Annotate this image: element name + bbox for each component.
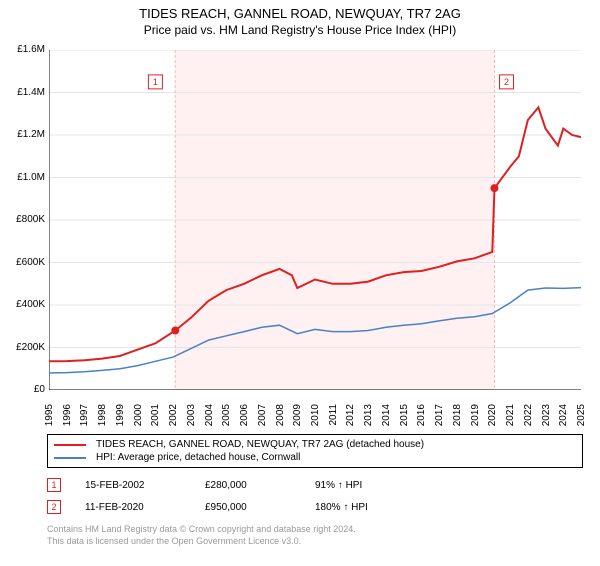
y-axis-tick-label: £1.4M: [1, 87, 45, 98]
y-axis-tick-label: £800K: [1, 214, 45, 225]
x-axis-tick-label: 2016: [416, 404, 427, 426]
x-axis-tick-label: 2022: [523, 404, 534, 426]
transaction-date: 15-FEB-2002: [85, 480, 205, 491]
x-axis-tick-label: 2021: [505, 404, 516, 426]
x-axis-tick-label: 2014: [381, 404, 392, 426]
chart-title: TIDES REACH, GANNEL ROAD, NEWQUAY, TR7 2…: [0, 6, 600, 21]
x-axis-tick-label: 2018: [452, 404, 463, 426]
x-axis-tick-label: 1995: [44, 404, 55, 426]
transaction-pct: 180% ↑ HPI: [315, 502, 475, 513]
x-axis-tick-label: 2008: [275, 404, 286, 426]
transaction-date: 11-FEB-2020: [85, 502, 205, 513]
y-axis-tick-label: £400K: [1, 299, 45, 310]
footer-attribution: Contains HM Land Registry data © Crown c…: [47, 524, 583, 547]
x-axis-tick-label: 2020: [487, 404, 498, 426]
x-axis-tick-label: 1998: [97, 404, 108, 426]
x-axis-tick-label: 2009: [292, 404, 303, 426]
x-axis-tick-label: 2024: [558, 404, 569, 426]
y-axis-tick-label: £1.0M: [1, 172, 45, 183]
transactions-table: 1 15-FEB-2002 £280,000 91% ↑ HPI 2 11-FE…: [47, 474, 583, 518]
svg-text:1: 1: [153, 77, 158, 87]
legend-label-hpi: HPI: Average price, detached house, Corn…: [96, 452, 300, 463]
transaction-pct: 91% ↑ HPI: [315, 480, 475, 491]
x-axis-tick-label: 2013: [363, 404, 374, 426]
footer-line-2: This data is licensed under the Open Gov…: [47, 536, 583, 548]
x-axis-tick-label: 2011: [328, 404, 339, 426]
x-axis-tick-label: 2012: [345, 404, 356, 426]
x-axis-tick-label: 2006: [239, 404, 250, 426]
y-axis-tick-label: £0: [1, 384, 45, 395]
footer-line-1: Contains HM Land Registry data © Crown c…: [47, 524, 583, 536]
chart-subtitle: Price paid vs. HM Land Registry's House …: [0, 23, 600, 37]
transaction-price: £280,000: [205, 480, 315, 491]
transaction-row: 2 11-FEB-2020 £950,000 180% ↑ HPI: [47, 496, 583, 518]
x-axis-tick-label: 2002: [168, 404, 179, 426]
transaction-price: £950,000: [205, 502, 315, 513]
line-chart-svg: 12: [49, 50, 581, 390]
legend-swatch-property: [54, 444, 86, 446]
x-axis-tick-label: 2005: [221, 404, 232, 426]
x-axis-tick-label: 2000: [133, 404, 144, 426]
y-axis-tick-label: £600K: [1, 257, 45, 268]
y-axis-tick-label: £1.2M: [1, 129, 45, 140]
figure-container: TIDES REACH, GANNEL ROAD, NEWQUAY, TR7 2…: [0, 6, 600, 566]
legend-swatch-hpi: [54, 457, 86, 459]
legend-box: TIDES REACH, GANNEL ROAD, NEWQUAY, TR7 2…: [47, 434, 583, 468]
x-axis-tick-label: 2001: [150, 404, 161, 426]
y-axis-tick-label: £200K: [1, 342, 45, 353]
x-axis-tick-label: 2004: [204, 404, 215, 426]
transaction-row: 1 15-FEB-2002 £280,000 91% ↑ HPI: [47, 474, 583, 496]
x-axis-tick-label: 2015: [399, 404, 410, 426]
x-axis-tick-label: 2019: [470, 404, 481, 426]
marker-badge-1: 1: [47, 478, 61, 492]
x-axis-tick-label: 2023: [541, 404, 552, 426]
x-axis-tick-label: 2025: [576, 404, 587, 426]
chart-area: 12 £0£200K£400K£600K£800K£1.0M£1.2M£1.4M…: [49, 50, 581, 390]
x-axis-tick-label: 1996: [62, 404, 73, 426]
marker-badge-2: 2: [47, 500, 61, 514]
x-axis-tick-label: 1997: [79, 404, 90, 426]
svg-text:2: 2: [504, 77, 509, 87]
x-axis-tick-label: 2010: [310, 404, 321, 426]
x-axis-tick-label: 2007: [257, 404, 268, 426]
y-axis-tick-label: £1.6M: [1, 44, 45, 55]
legend-row-property: TIDES REACH, GANNEL ROAD, NEWQUAY, TR7 2…: [54, 438, 576, 451]
x-axis-tick-label: 2017: [434, 404, 445, 426]
legend-label-property: TIDES REACH, GANNEL ROAD, NEWQUAY, TR7 2…: [96, 439, 424, 450]
legend-row-hpi: HPI: Average price, detached house, Corn…: [54, 451, 576, 464]
x-axis-tick-label: 1999: [115, 404, 126, 426]
x-axis-tick-label: 2003: [186, 404, 197, 426]
